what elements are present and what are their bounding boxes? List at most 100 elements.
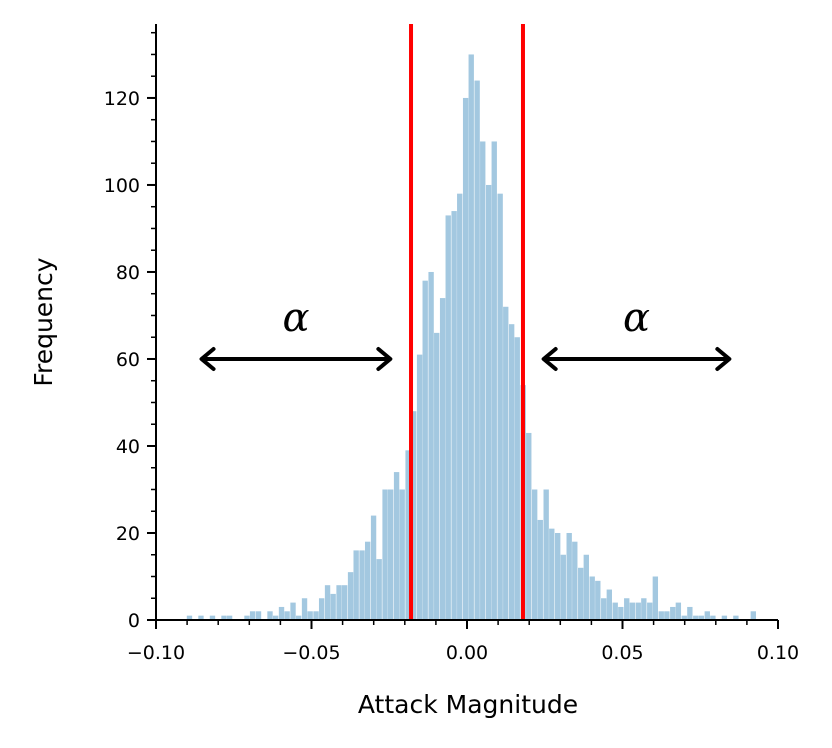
histogram-bar (503, 306, 509, 620)
y-tick-label: 60 (116, 349, 140, 371)
histogram-bar (249, 611, 256, 620)
histogram-bar (491, 141, 497, 621)
histogram-bar (393, 472, 400, 620)
histogram-bar (750, 611, 756, 620)
histogram-bar (531, 489, 538, 620)
histogram-bar (647, 602, 653, 620)
histogram-bar (468, 54, 474, 620)
histogram-bar (405, 450, 411, 620)
histogram-bar (336, 585, 342, 620)
histogram-bar (681, 615, 687, 620)
histogram-bar (359, 550, 365, 620)
histogram-bar (698, 615, 705, 620)
histogram-bar (733, 615, 739, 620)
histogram-bar (514, 337, 520, 620)
histogram-bar (560, 554, 566, 620)
x-tick-label: 0.00 (446, 642, 488, 664)
histogram-bar (508, 324, 515, 620)
histogram-bar (589, 576, 595, 620)
histogram-bar (186, 615, 193, 620)
histogram-bar (347, 572, 354, 620)
histogram-bar (526, 432, 532, 620)
x-tick-label: −0.05 (282, 642, 340, 664)
histogram-bar (267, 611, 273, 620)
histogram-bar (629, 602, 636, 620)
histogram-bar (422, 280, 428, 620)
histogram-bar (658, 611, 664, 620)
histogram-bar (318, 598, 325, 620)
y-tick-label: 80 (116, 262, 140, 284)
histogram-bar (307, 611, 313, 620)
histogram-bar (330, 593, 336, 620)
histogram-bar (411, 411, 417, 620)
arrow-head-left (199, 346, 216, 371)
histogram-bar (601, 598, 607, 620)
histogram-bar (583, 554, 589, 620)
histogram-bar (721, 615, 728, 620)
histogram-bar (549, 528, 555, 620)
histogram-bar (364, 541, 371, 620)
histogram-bar (301, 598, 308, 620)
histogram-bar (399, 489, 405, 620)
y-tick-label: 100 (104, 175, 140, 197)
histogram-bar (290, 602, 296, 620)
histogram-bar (664, 611, 670, 620)
histogram-bar (480, 141, 486, 621)
histogram-bar (445, 215, 451, 620)
arrow-head-right (715, 346, 732, 371)
threshold-lines (409, 24, 525, 620)
axes: −0.10 −0.05 0.00 0.05 0.10 0 20 40 60 80 100 120 (104, 24, 799, 664)
alpha-label: α (282, 295, 309, 341)
histogram-bar (226, 615, 233, 620)
histogram-bar (209, 615, 216, 620)
arrow-head-left (541, 346, 558, 371)
histogram-bar (474, 80, 480, 620)
histogram-bar (221, 615, 227, 620)
x-tick-label: −0.10 (127, 642, 185, 664)
histogram-bar (295, 615, 302, 620)
histogram-bar (382, 489, 388, 620)
histogram-bar (353, 550, 359, 620)
histogram-bar (284, 611, 290, 620)
histogram-bar (198, 615, 204, 620)
y-axis-label: Frequency (29, 257, 58, 386)
histogram-bar (244, 615, 250, 620)
histogram-bar (652, 576, 659, 620)
histogram-bar (578, 567, 584, 620)
y-tick-label: 120 (104, 88, 140, 110)
histogram-bar (612, 602, 618, 620)
y-tick-label: 40 (116, 436, 140, 458)
histogram-bar (313, 611, 319, 620)
histogram-bar (428, 271, 434, 620)
histogram-bar (370, 515, 377, 620)
histogram-bar (675, 602, 682, 620)
histogram-bar (255, 611, 262, 620)
histogram-bar (434, 332, 440, 620)
histogram-bar (451, 211, 457, 621)
histogram-bars (186, 54, 756, 621)
y-tick-label: 0 (128, 610, 140, 632)
histogram-bar (272, 615, 279, 620)
histogram-bar (497, 193, 503, 620)
histogram-bar (485, 184, 492, 620)
histogram-bar (324, 585, 331, 620)
histogram-bar (606, 589, 612, 620)
x-axis-label: Attack Magnitude (358, 690, 578, 719)
histogram-bar (388, 489, 394, 620)
histogram-bar (572, 541, 578, 620)
histogram-bar (641, 598, 647, 620)
histogram-bar (543, 489, 549, 620)
histogram-bar (624, 598, 630, 620)
arrow-head-right (376, 346, 393, 371)
histogram-bar (462, 97, 469, 621)
histogram-bar (618, 606, 624, 620)
histogram-bar (635, 602, 641, 620)
histogram-bar (704, 611, 710, 620)
histogram-bar (710, 615, 716, 620)
x-tick-label: 0.05 (601, 642, 643, 664)
histogram-bar (439, 298, 446, 620)
histogram-bar (555, 532, 561, 620)
histogram-bar (566, 532, 572, 620)
